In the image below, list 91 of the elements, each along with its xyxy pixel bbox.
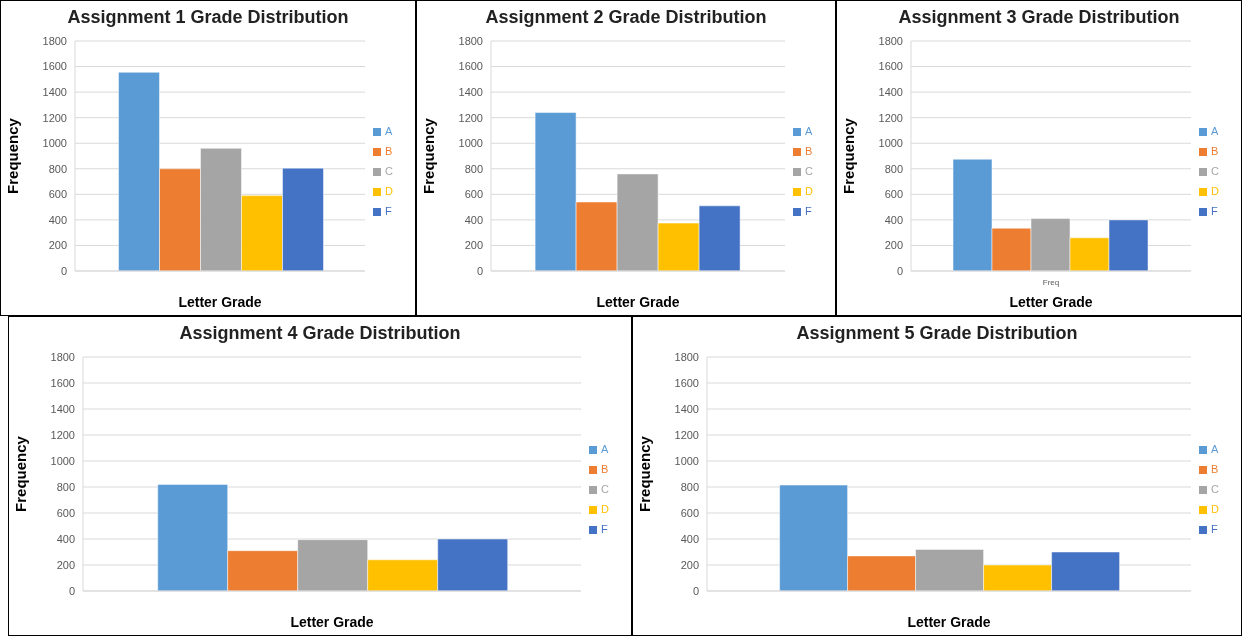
- y-tick-label: 1600: [674, 376, 699, 389]
- y-tick-label: 200: [884, 239, 903, 252]
- legend-label: C: [385, 165, 393, 177]
- x-axis-title: Letter Grade: [907, 614, 991, 630]
- chart-title: Assignment 2 Grade Distribution: [484, 7, 768, 29]
- y-tick-label: 400: [48, 213, 67, 226]
- y-tick-label: 1200: [42, 111, 67, 124]
- legend-label: B: [805, 145, 813, 157]
- y-tick-label: 1400: [50, 402, 75, 415]
- chart-title: Assignment 5 Grade Distribution: [795, 323, 1079, 345]
- legend-label: B: [601, 463, 609, 475]
- y-tick-label: 1000: [458, 137, 483, 150]
- y-tick-label: 800: [56, 480, 75, 493]
- x-axis-title: Letter Grade: [178, 294, 262, 310]
- y-tick-label: 400: [680, 532, 699, 545]
- y-tick-label: 400: [884, 213, 903, 226]
- y-tick-label: 1000: [878, 137, 903, 150]
- y-tick-label: 1800: [674, 350, 699, 363]
- y-tick-label: 0: [896, 264, 903, 277]
- y-tick-label: 1800: [42, 34, 67, 47]
- legend-label: F: [1211, 523, 1218, 535]
- legend-label: C: [1211, 165, 1219, 177]
- legend-label: A: [601, 443, 609, 455]
- legend-label: A: [1211, 125, 1219, 137]
- y-tick-label: 1400: [674, 402, 699, 415]
- y-tick-label: 1400: [878, 86, 903, 99]
- y-tick-label: 1600: [458, 60, 483, 73]
- legend-label: B: [1211, 145, 1219, 157]
- y-tick-label: 0: [60, 264, 67, 277]
- y-tick-label: 600: [464, 188, 483, 201]
- legend-label: A: [805, 125, 813, 137]
- legend-label: D: [601, 503, 609, 515]
- y-tick-label: 1200: [878, 111, 903, 124]
- y-tick-label: 1200: [674, 428, 699, 441]
- y-tick-label: 1600: [50, 376, 75, 389]
- y-tick-label: 600: [884, 188, 903, 201]
- legend-label: B: [1211, 463, 1219, 475]
- y-tick-label: 400: [56, 532, 75, 545]
- legend-label: A: [1211, 443, 1219, 455]
- y-tick-label: 0: [692, 584, 699, 597]
- y-tick-label: 0: [68, 584, 75, 597]
- legend-label: F: [805, 205, 812, 217]
- y-tick-label: 1400: [42, 86, 67, 99]
- y-tick-label: 800: [680, 480, 699, 493]
- y-tick-label: 200: [48, 239, 67, 252]
- y-tick-label: 1000: [50, 454, 75, 467]
- x-axis-title: Letter Grade: [1009, 294, 1093, 310]
- legend-label: C: [601, 483, 609, 495]
- legend-label: D: [805, 185, 813, 197]
- y-tick-label: 1600: [878, 60, 903, 73]
- legend-label: C: [1211, 483, 1219, 495]
- y-tick-label: 1200: [458, 111, 483, 124]
- y-tick-label: 600: [680, 506, 699, 519]
- legend-label: F: [1211, 205, 1218, 217]
- y-axis-title: Frequency: [420, 117, 438, 194]
- legend-label: D: [1211, 503, 1219, 515]
- y-tick-label: 1000: [674, 454, 699, 467]
- chart-title: Assignment 1 Grade Distribution: [66, 7, 350, 29]
- y-tick-label: 800: [464, 162, 483, 175]
- x-axis-title: Letter Grade: [290, 614, 374, 630]
- legend-label: D: [1211, 185, 1219, 197]
- y-tick-label: 1800: [50, 350, 75, 363]
- y-tick-label: 200: [56, 558, 75, 571]
- y-tick-label: 600: [48, 188, 67, 201]
- chart-title: Assignment 3 Grade Distribution: [897, 7, 1181, 29]
- y-tick-label: 1400: [458, 86, 483, 99]
- y-tick-label: 0: [476, 264, 483, 277]
- y-axis-title: Frequency: [12, 435, 30, 512]
- x-axis-title: Letter Grade: [596, 294, 680, 310]
- y-tick-label: 1800: [458, 34, 483, 47]
- legend-label: A: [385, 125, 393, 137]
- y-tick-label: 400: [464, 213, 483, 226]
- y-axis-title: Frequency: [840, 117, 858, 194]
- legend-label: F: [601, 523, 608, 535]
- legend-label: F: [385, 205, 392, 217]
- y-tick-label: 200: [680, 558, 699, 571]
- y-tick-label: 800: [48, 162, 67, 175]
- y-tick-label: 1000: [42, 137, 67, 150]
- legend-label: C: [805, 165, 813, 177]
- y-axis-title: Frequency: [636, 435, 654, 512]
- y-axis-title: Frequency: [4, 117, 22, 194]
- y-tick-label: 1200: [50, 428, 75, 441]
- y-tick-label: 600: [56, 506, 75, 519]
- x-tick-label: Freq: [1042, 277, 1060, 287]
- y-tick-label: 1800: [878, 34, 903, 47]
- legend-label: B: [385, 145, 393, 157]
- legend-label: D: [385, 185, 393, 197]
- y-tick-label: 1600: [42, 60, 67, 73]
- y-tick-label: 200: [464, 239, 483, 252]
- y-tick-label: 800: [884, 162, 903, 175]
- chart-title: Assignment 4 Grade Distribution: [178, 323, 462, 345]
